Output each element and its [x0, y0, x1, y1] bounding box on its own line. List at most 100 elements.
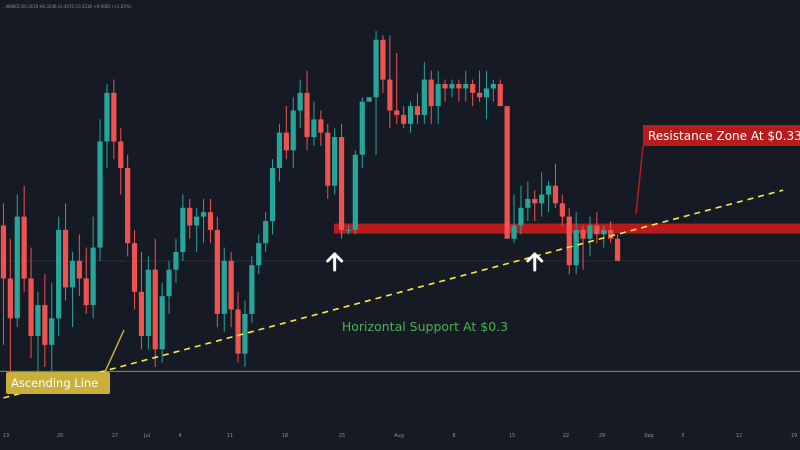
candle-body [394, 110, 400, 115]
candle-body [456, 84, 462, 89]
candle [497, 79, 503, 107]
x-tick-label: 12 [736, 433, 742, 439]
candle [601, 225, 607, 248]
candle [200, 198, 207, 244]
x-tick-label: 11 [227, 433, 233, 439]
candle-body [421, 79, 427, 115]
candle [62, 203, 69, 301]
candle-body [518, 207, 524, 226]
candle [428, 70, 434, 124]
x-tick-label: 19 [791, 433, 797, 439]
candle [490, 79, 496, 102]
x-tick-label: 29 [599, 433, 605, 439]
candle-body [56, 229, 62, 319]
candle [97, 119, 103, 261]
candle [194, 207, 200, 252]
candle [90, 216, 96, 319]
candle-body [297, 92, 303, 111]
candle-body [152, 269, 158, 350]
candle-body [311, 119, 317, 138]
x-tick-label: 25 [339, 433, 345, 439]
candle [111, 79, 117, 160]
candle [263, 212, 269, 252]
candle-body [35, 305, 41, 336]
candle-body [7, 278, 13, 319]
candle [35, 291, 41, 385]
candle-body [373, 39, 379, 98]
candle [352, 150, 358, 235]
candle-body [594, 225, 600, 235]
candle [380, 35, 386, 93]
resistance-label-text: Resistance Zone At $0.33 [648, 129, 800, 143]
up-arrow-icon [326, 252, 344, 272]
candle-body [76, 260, 82, 279]
x-tick-label: 18 [282, 433, 288, 439]
candle-body [145, 269, 151, 336]
candle [159, 282, 165, 363]
candle [214, 216, 220, 328]
candle-body [414, 106, 421, 115]
candle [180, 194, 186, 261]
candle [242, 300, 248, 367]
candle [504, 106, 510, 239]
x-tick-label: 15 [509, 433, 515, 439]
candle [359, 97, 365, 168]
candle [145, 256, 151, 350]
candle-body [552, 185, 559, 204]
labels-layer: Resistance Zone At $0.33 Horizontal Suppo… [6, 125, 800, 394]
arrow-head [526, 252, 544, 263]
candle-body [180, 207, 186, 252]
candle-body [442, 84, 448, 89]
candle [587, 216, 593, 257]
candle [104, 84, 110, 168]
candle [421, 61, 427, 124]
candle [131, 229, 138, 310]
candle [290, 97, 296, 168]
candle [394, 53, 400, 124]
candle-body [69, 260, 76, 288]
candle-body [511, 225, 517, 239]
x-tick-label: 27 [112, 433, 118, 439]
candle-body [173, 252, 179, 270]
candle [118, 128, 124, 195]
candle-body [483, 88, 490, 98]
up-arrow-icon [526, 252, 544, 272]
candle [414, 92, 421, 124]
candle [138, 252, 145, 350]
candle [166, 260, 172, 314]
candle-body [525, 198, 531, 208]
candle-body [283, 132, 289, 151]
candle [318, 110, 324, 146]
candle-body [97, 141, 103, 248]
candle-body [221, 260, 227, 314]
candle [345, 225, 352, 235]
candle-body [242, 313, 248, 354]
x-tick-label: 8 [452, 433, 455, 439]
candle-body [200, 212, 207, 217]
candle [545, 181, 552, 213]
candle-body [21, 216, 27, 279]
ascending-label: Ascending Line [6, 329, 125, 394]
candle [49, 282, 55, 390]
candle [338, 123, 345, 239]
candle [580, 225, 586, 270]
candle-body [614, 238, 621, 261]
candle [373, 30, 379, 155]
candle-body [235, 309, 241, 354]
candle-body [539, 194, 545, 204]
candle [14, 194, 20, 328]
candle [442, 79, 448, 102]
candle-body [42, 305, 48, 345]
candle [435, 70, 441, 124]
markers-layer [326, 252, 544, 272]
candle [42, 274, 48, 367]
candle [276, 123, 283, 182]
x-tick-label: 5 [681, 433, 684, 439]
candle-body [28, 278, 34, 336]
candle-body [194, 216, 200, 226]
candle-body [532, 198, 538, 204]
candle [7, 238, 13, 376]
candle-body [345, 229, 352, 231]
candle [83, 247, 89, 314]
